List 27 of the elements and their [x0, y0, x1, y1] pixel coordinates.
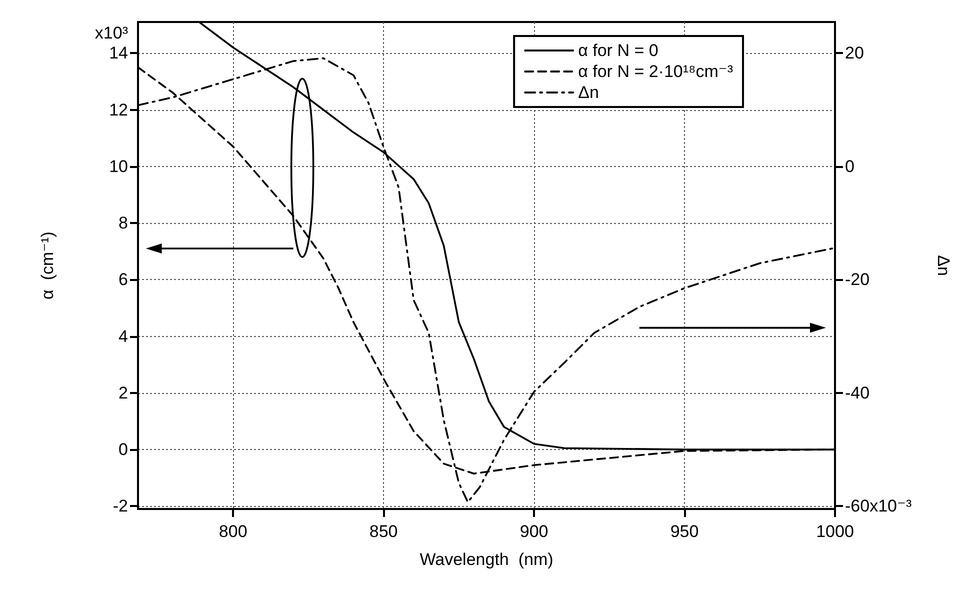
y-tick-label: 2 [118, 383, 128, 402]
y-tick-label: 6 [118, 270, 128, 290]
text: x10³ [94, 24, 128, 43]
legend-label: α for N = 2·10¹⁸cm⁻³ [578, 62, 734, 81]
x-tick-label: 850 [369, 522, 398, 541]
y2-tick-label: 20 [845, 44, 864, 63]
y-tick-label: 8 [118, 214, 128, 233]
y-tick-label: 10 [109, 156, 128, 176]
y2-tick-label: -60 [845, 496, 870, 516]
y2-tick-label: -20 [845, 270, 870, 290]
text: x10⁻³ [870, 496, 912, 516]
x-tick-label: 800 [218, 522, 248, 541]
x-axis-title: Wavelength (nm) [420, 550, 554, 569]
y-tick-label: 4 [118, 326, 128, 346]
x-tick-label: 900 [520, 522, 548, 541]
x-tick-label: 1000 [816, 522, 854, 541]
legend-label: Δn [578, 83, 599, 102]
y2-axis-title: Δn [934, 255, 953, 276]
x-tick-label: 950 [670, 522, 699, 541]
y2-tick-label: 0 [845, 156, 854, 176]
y-axis-title: α (cm⁻¹) [38, 232, 57, 300]
y-tick-label: 0 [118, 440, 128, 460]
y2-tick-label: -40 [845, 383, 870, 402]
y-tick-label: 12 [109, 100, 128, 120]
legend-label: α for N = 0 [578, 41, 658, 60]
y-tick-label: 14 [109, 44, 128, 63]
y-tick-label: -2 [112, 496, 128, 516]
